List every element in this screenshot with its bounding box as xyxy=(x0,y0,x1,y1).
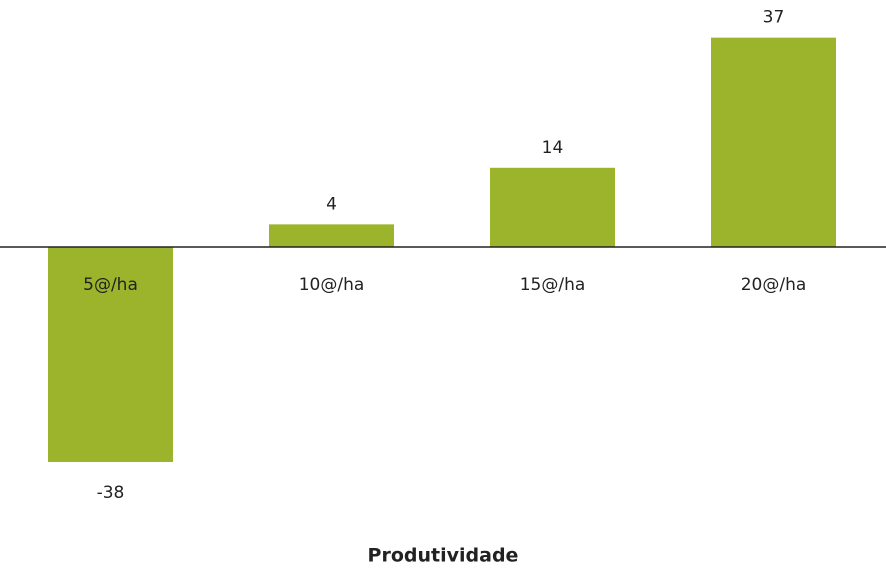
bar xyxy=(48,247,173,462)
data-label: -38 xyxy=(97,483,125,503)
bar xyxy=(269,224,394,247)
x-tick-label: 10@/ha xyxy=(299,275,365,295)
x-tick-label: 20@/ha xyxy=(741,275,807,295)
x-axis-title: Produtividade xyxy=(368,545,519,567)
data-label: 37 xyxy=(763,8,785,28)
data-label: 14 xyxy=(542,138,564,158)
data-label: 4 xyxy=(326,194,337,214)
x-tick-label: 5@/ha xyxy=(83,275,138,295)
bar xyxy=(490,167,615,247)
bar xyxy=(711,37,836,247)
x-tick-label: 15@/ha xyxy=(520,275,586,295)
